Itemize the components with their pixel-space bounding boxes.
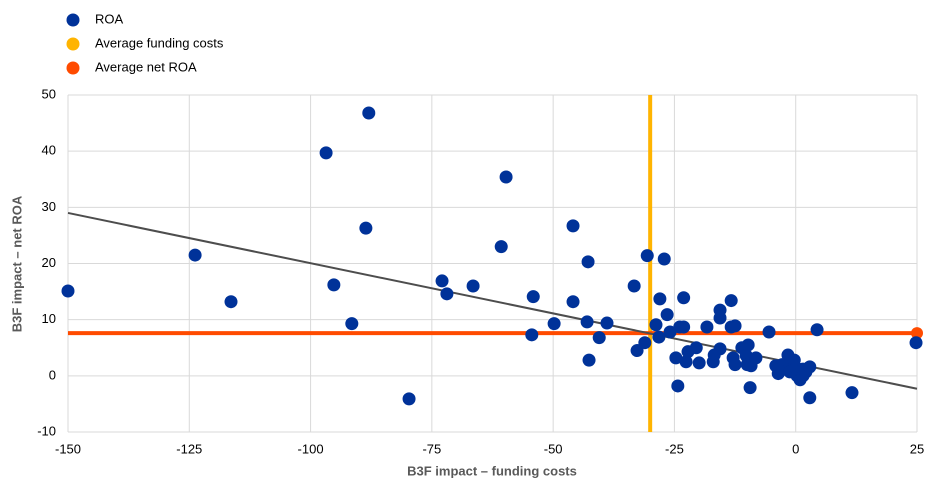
point <box>224 295 238 309</box>
point <box>671 379 685 393</box>
point <box>319 146 333 160</box>
point <box>652 330 666 344</box>
point <box>762 325 776 339</box>
point <box>845 386 859 400</box>
point <box>402 392 416 406</box>
point <box>327 278 341 292</box>
point <box>653 292 667 306</box>
y-tick-label: 0 <box>49 367 56 382</box>
x-tick-label: 25 <box>910 441 924 456</box>
point <box>728 358 742 372</box>
y-axis-title: B3F impact – net ROA <box>9 195 24 332</box>
point <box>679 355 693 369</box>
point <box>713 342 727 356</box>
point <box>582 353 596 367</box>
legend-marker <box>66 13 80 27</box>
point <box>677 291 691 305</box>
point <box>440 287 454 301</box>
point <box>660 308 674 322</box>
legend-marker <box>66 37 80 51</box>
point <box>345 317 359 331</box>
point <box>803 391 817 405</box>
point <box>435 274 449 288</box>
point <box>627 279 641 293</box>
point <box>724 294 738 308</box>
point <box>494 240 508 254</box>
point <box>663 325 677 339</box>
legend-label: Average funding costs <box>95 35 224 50</box>
point <box>188 248 202 262</box>
point <box>566 219 580 233</box>
point <box>466 279 480 293</box>
x-tick-label: -150 <box>55 441 81 456</box>
point <box>728 319 742 333</box>
point <box>713 311 727 325</box>
x-tick-label: -25 <box>665 441 684 456</box>
legend-label: Average net ROA <box>95 59 197 74</box>
point <box>581 255 595 269</box>
x-tick-label: -75 <box>422 441 441 456</box>
point <box>580 315 594 329</box>
point <box>689 341 703 355</box>
legend-label: ROA <box>95 11 124 26</box>
point <box>592 331 606 345</box>
legend-marker <box>66 61 80 75</box>
y-tick-label: 40 <box>42 143 56 158</box>
y-tick-label: -10 <box>37 423 56 438</box>
x-tick-label: -125 <box>176 441 202 456</box>
point <box>741 338 755 352</box>
x-axis-title: B3F impact – funding costs <box>407 463 577 478</box>
point <box>669 351 683 365</box>
average-end-marker <box>911 327 923 340</box>
y-tick-label: 10 <box>42 311 56 326</box>
point <box>526 290 540 304</box>
x-tick-label: 0 <box>792 441 799 456</box>
y-tick-label: 50 <box>42 86 56 101</box>
point <box>657 252 671 266</box>
point <box>547 317 561 331</box>
point <box>600 316 614 330</box>
point <box>677 320 691 334</box>
point <box>362 106 376 120</box>
point <box>499 170 513 184</box>
point <box>909 336 923 350</box>
point <box>810 323 824 337</box>
y-tick-label: 20 <box>42 255 56 270</box>
point <box>566 295 580 309</box>
point <box>640 249 654 263</box>
y-tick-label: 30 <box>42 199 56 214</box>
point <box>700 320 714 334</box>
point <box>525 328 539 342</box>
x-tick-label: -100 <box>298 441 324 456</box>
point <box>803 360 817 374</box>
point <box>61 284 75 298</box>
point <box>359 221 373 235</box>
point <box>743 381 757 395</box>
point <box>649 318 663 332</box>
point <box>692 356 706 370</box>
x-tick-label: -50 <box>544 441 563 456</box>
point <box>638 336 652 350</box>
point <box>749 351 763 365</box>
